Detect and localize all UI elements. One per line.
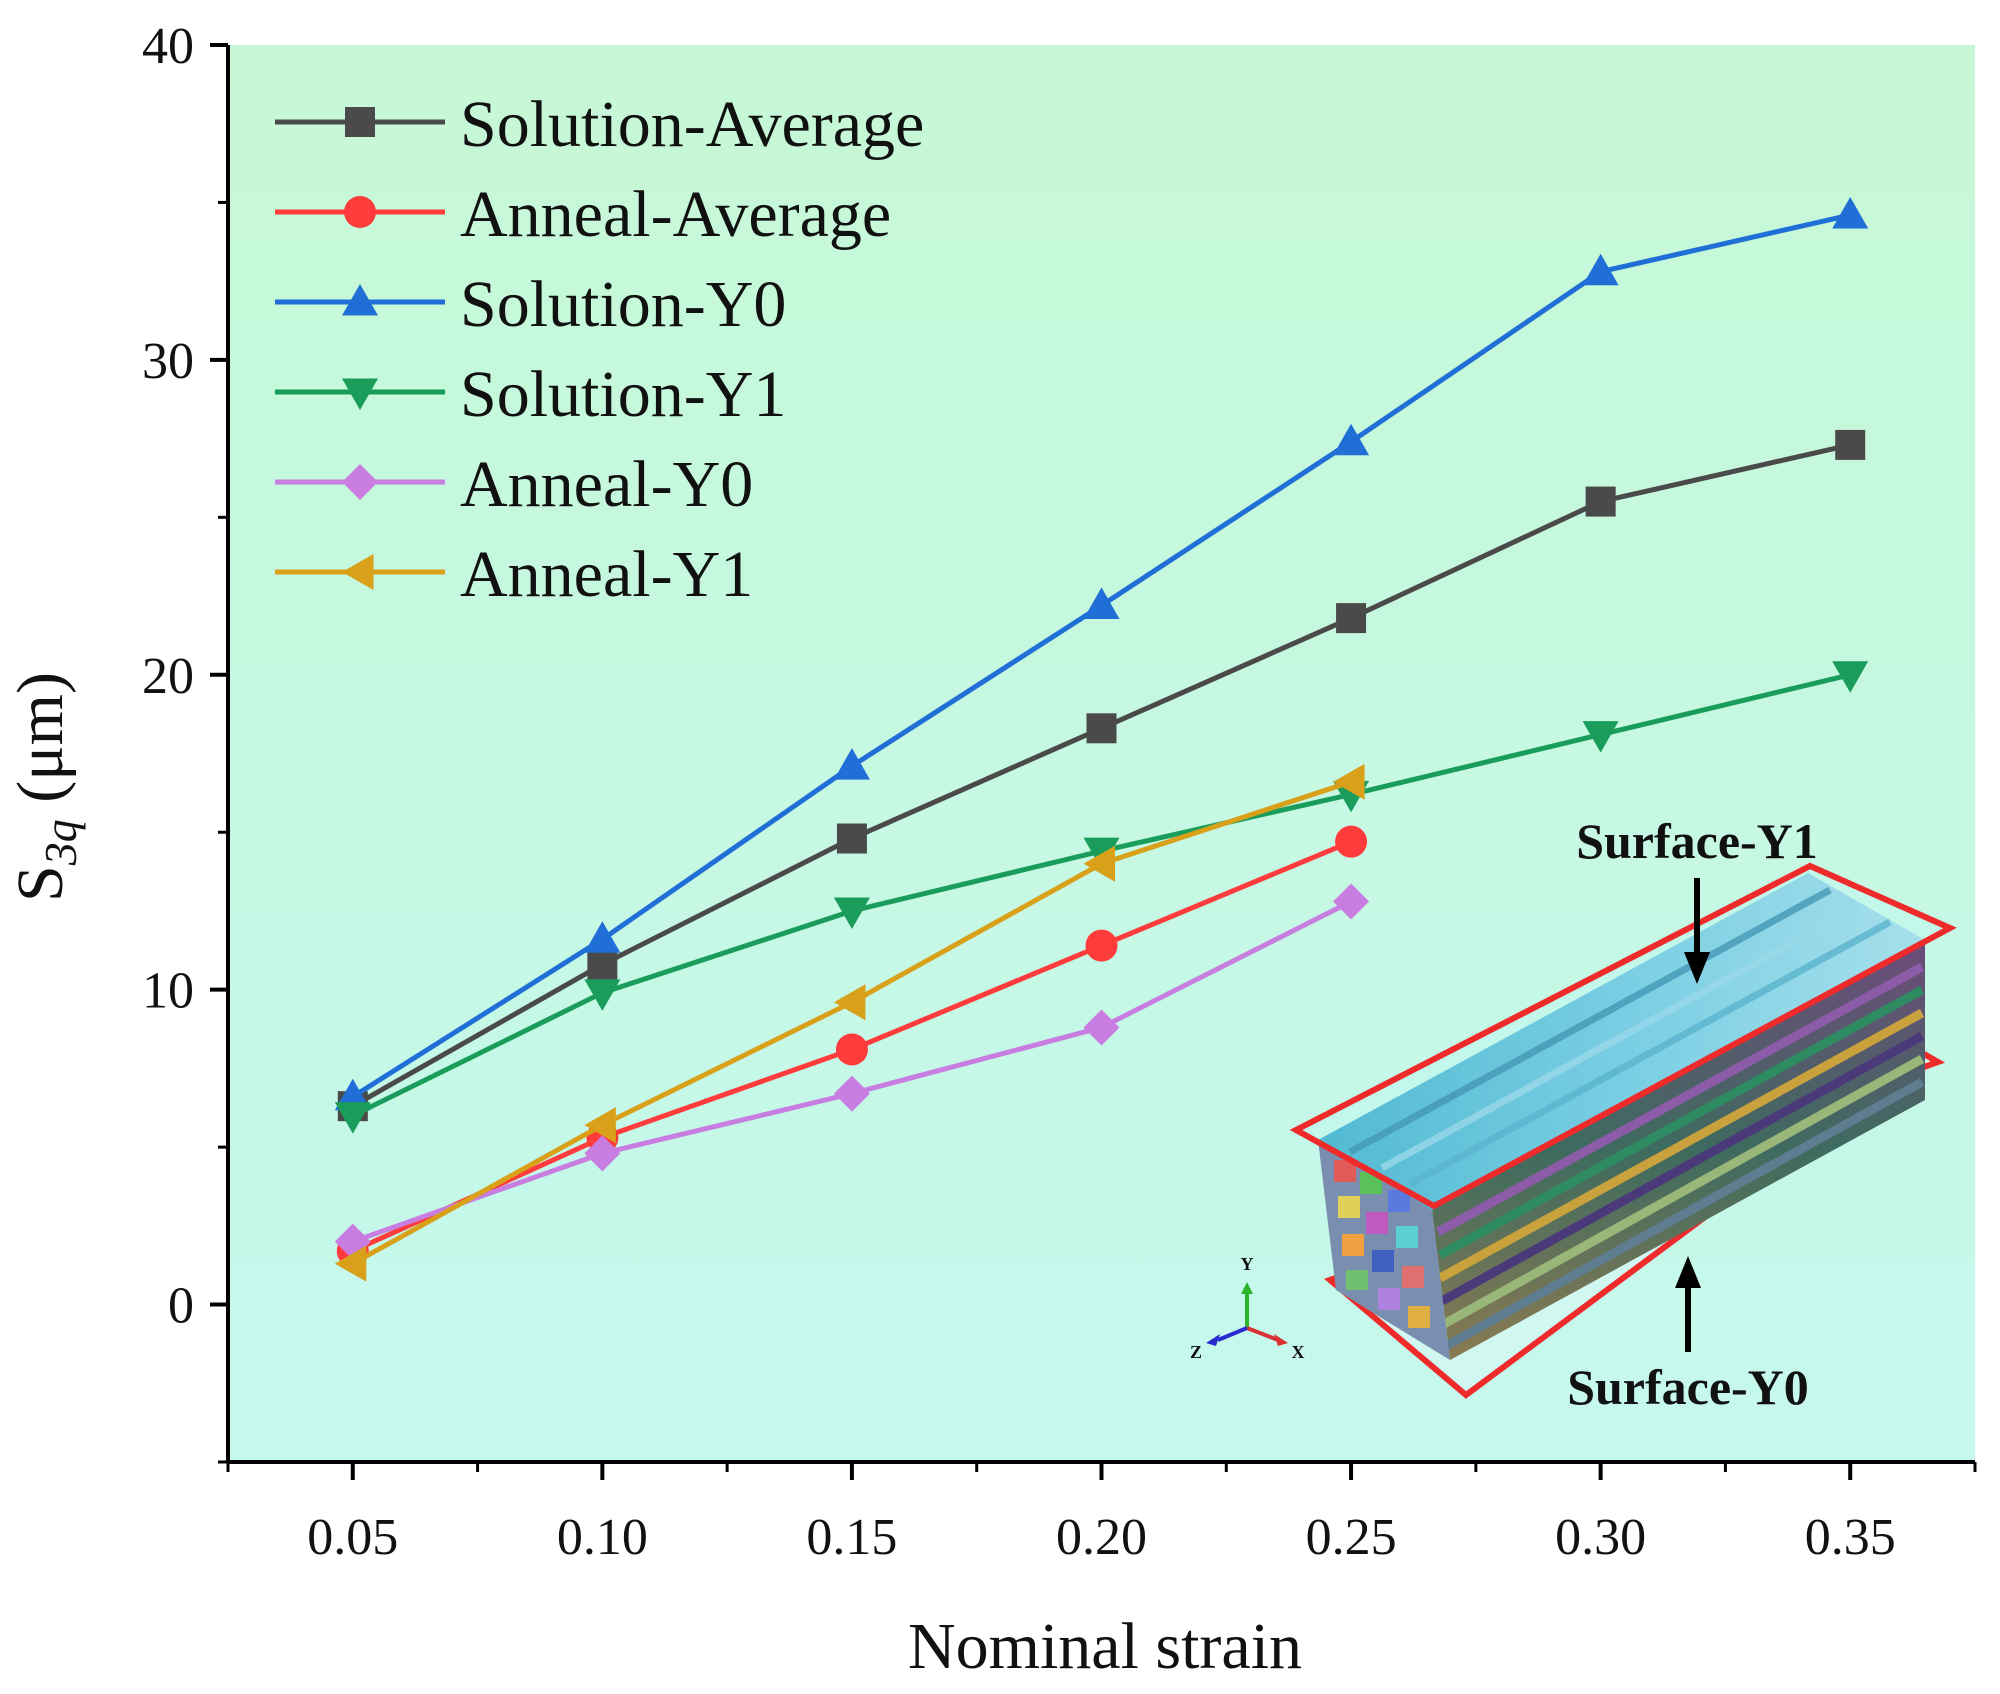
series-solution-y1	[334, 661, 1869, 1134]
data-point-anneal-average	[1335, 825, 1368, 858]
side-face-stripes	[1435, 963, 1925, 1350]
legend-item-anneal-y1: Anneal-Y1	[275, 538, 753, 611]
surface-y1-outline	[1289, 862, 1957, 1210]
legend-label: Solution-Y1	[460, 358, 786, 431]
series-solution-y0	[334, 197, 1869, 1111]
data-point-solution-y1	[584, 979, 621, 1011]
end-face-grains	[1334, 1160, 1430, 1328]
data-point-anneal-y1	[584, 1107, 616, 1144]
y-axis-title-unit: (μm)	[4, 672, 77, 819]
data-point-solution-y0	[1083, 587, 1120, 620]
legend-label: Anneal-Average	[460, 178, 891, 251]
y-tick-label: 20	[142, 648, 194, 705]
data-point-solution-average	[1336, 603, 1367, 634]
legend: Solution-Average Anneal-Average Solution-Y…	[275, 88, 924, 611]
data-point-solution-average	[587, 949, 618, 980]
top-face-stripes	[1348, 886, 1892, 1188]
data-point-solution-y0	[1333, 423, 1370, 456]
series-anneal-y1	[334, 763, 1365, 1282]
y-tick-label: 10	[142, 963, 194, 1020]
data-point-solution-y0	[833, 748, 870, 780]
data-point-solution-y1	[1832, 661, 1869, 693]
data-point-solution-y1	[1582, 721, 1619, 753]
legend-marker	[342, 378, 378, 410]
legend-label: Solution-Y0	[460, 268, 786, 341]
legend-label: Anneal-Y1	[460, 538, 753, 611]
x-axis-title: Nominal strain	[908, 1610, 1302, 1683]
surface-y0-label: Surface-Y0	[1567, 1359, 1809, 1415]
surface-y1-label: Surface-Y1	[1576, 813, 1818, 869]
y-axis-title-subscript: 3q	[35, 819, 86, 866]
coordinate-triad: Y Z X	[1190, 1254, 1305, 1362]
surface-y0-arrow-head	[1675, 1256, 1701, 1288]
data-point-solution-y0	[584, 921, 621, 953]
legend-label: Solution-Average	[460, 88, 924, 161]
axis-x-label: X	[1292, 1342, 1305, 1362]
x-tick-label: 0.30	[1555, 1509, 1646, 1566]
legend-label: Anneal-Y0	[460, 448, 753, 521]
y-tick-labels: 0 10 20 30 40	[142, 18, 194, 1335]
data-point-solution-average	[1086, 713, 1117, 744]
data-point-solution-y0	[1832, 197, 1869, 229]
data-point-solution-y1	[1083, 837, 1120, 870]
axis-z-label: Z	[1190, 1342, 1202, 1362]
data-point-anneal-y1	[1083, 845, 1115, 882]
y-tick-label: 40	[142, 18, 194, 75]
data-point-anneal-average	[835, 1033, 868, 1066]
x-tick-label: 0.20	[1056, 1509, 1147, 1566]
data-point-solution-average	[1835, 429, 1866, 460]
data-point-solution-average	[836, 823, 867, 854]
legend-marker	[342, 554, 374, 590]
legend-item-solution-y1: Solution-Y1	[275, 358, 786, 431]
legend-item-anneal-average: Anneal-Average	[275, 178, 891, 251]
data-point-solution-y1	[334, 1102, 371, 1134]
x-tick-label: 0.05	[307, 1509, 398, 1566]
x-tick-label: 0.35	[1805, 1509, 1896, 1566]
legend-item-solution-average: Solution-Average	[275, 88, 924, 161]
specimen-inset: Surface-Y1 Surface-Y0 Y Z X	[1190, 813, 1957, 1415]
data-point-anneal-y0	[584, 1135, 621, 1172]
x-tick-label: 0.10	[557, 1509, 648, 1566]
plot-background	[228, 45, 1975, 1462]
legend-item-solution-y0: Solution-Y0	[275, 268, 786, 341]
y-axis-title: S3q (μm)	[4, 672, 86, 902]
data-point-anneal-y0	[1333, 883, 1370, 920]
data-point-anneal-average	[1085, 929, 1118, 962]
y-tick-label: 30	[142, 333, 194, 390]
x-tick-label: 0.25	[1306, 1509, 1397, 1566]
axes	[210, 43, 1977, 1480]
data-point-solution-y1	[833, 897, 870, 929]
legend-marker	[342, 284, 378, 316]
data-point-anneal-y1	[833, 984, 866, 1021]
legend-marker	[345, 107, 375, 137]
data-point-solution-y0	[1582, 253, 1619, 286]
data-point-anneal-y1	[334, 1245, 367, 1282]
x-tick-label: 0.15	[806, 1509, 897, 1566]
data-point-anneal-y0	[833, 1075, 870, 1112]
data-point-anneal-y1	[1333, 763, 1365, 800]
y-tick-label: 0	[168, 1278, 194, 1335]
legend-marker	[344, 196, 376, 228]
legend-item-anneal-y0: Anneal-Y0	[275, 448, 753, 521]
series-layer	[334, 197, 1869, 1282]
legend-marker	[342, 464, 378, 500]
y-axis-title-main: S	[4, 865, 77, 902]
data-point-solution-average	[1585, 486, 1616, 517]
axis-y-label: Y	[1241, 1254, 1254, 1274]
data-point-anneal-y0	[1083, 1009, 1120, 1046]
surface-y1-arrow-head	[1684, 952, 1710, 984]
x-tick-labels: 0.05 0.10 0.15 0.20 0.25 0.30 0.35	[307, 1509, 1895, 1566]
